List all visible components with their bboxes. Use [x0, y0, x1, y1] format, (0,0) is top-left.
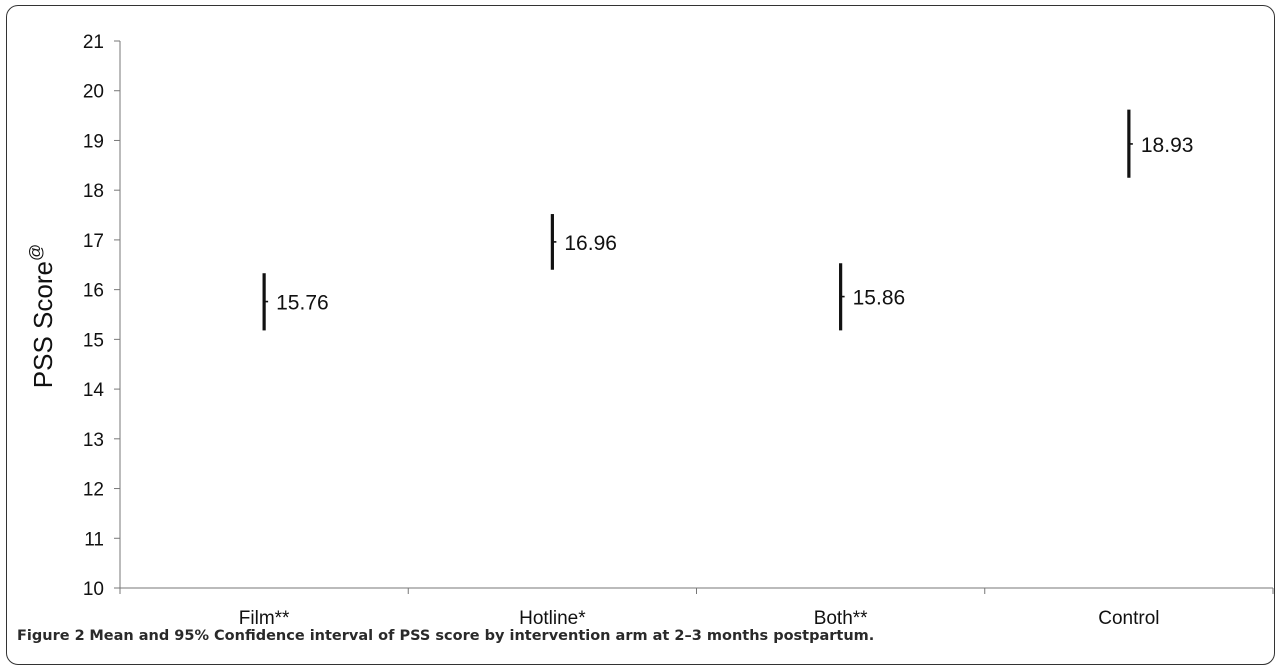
x-tick-label: Film**: [239, 608, 290, 629]
error-bars: 15.76 16.96 15.86 18.93: [264, 110, 1193, 331]
caption-text: Mean and 95% Confidence interval of PSS …: [89, 628, 874, 644]
y-tick-label: 15: [83, 330, 104, 351]
y-tick-label: 19: [83, 131, 104, 152]
y-axis-title: PSS Score@: [26, 244, 58, 388]
y-tick-label: 21: [83, 32, 104, 53]
x-axis: Film** Hotline* Both** Control: [120, 588, 1273, 629]
y-tick-label: 11: [84, 529, 104, 550]
y-tick-label: 12: [83, 480, 104, 501]
y-tick-label: 16: [83, 281, 104, 302]
mean-data-label: 16.96: [564, 232, 617, 255]
y-tick-label: 10: [83, 579, 104, 600]
x-tick-label: Control: [1098, 608, 1159, 629]
y-axis: 10 11 12 13 14 15 16 17 18 19 20 21: [83, 32, 120, 600]
mean-data-label: 18.93: [1141, 134, 1194, 157]
mean-data-label: 15.76: [276, 292, 329, 315]
y-tick-label: 13: [83, 430, 104, 451]
caption-label: Figure 2: [17, 628, 85, 644]
mean-data-label: 15.86: [853, 287, 906, 310]
y-tick-label: 18: [83, 181, 104, 202]
figure-caption: Figure 2 Mean and 95% Confidence interva…: [17, 628, 874, 644]
x-tick-label: Both**: [814, 608, 868, 629]
y-axis-label-superscript: @: [26, 244, 45, 261]
y-tick-label: 20: [83, 82, 104, 103]
y-axis-label-text: PSS Score: [28, 261, 58, 388]
y-tick-label: 14: [83, 380, 105, 401]
x-tick-label: Hotline*: [519, 608, 586, 629]
y-tick-label: 17: [83, 231, 104, 252]
y-axis-label: PSS Score@: [26, 244, 58, 388]
